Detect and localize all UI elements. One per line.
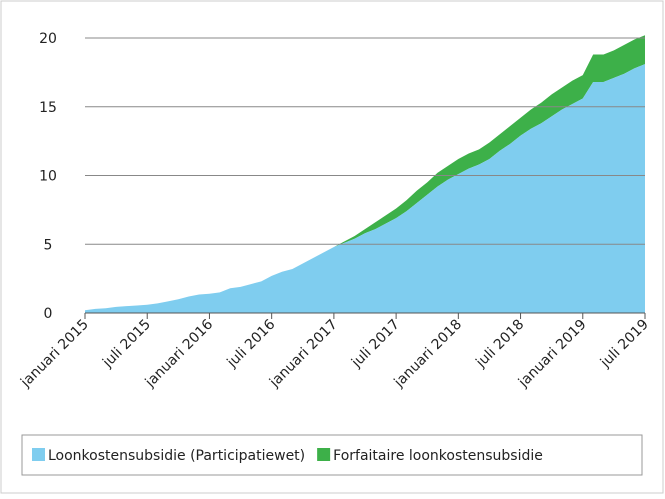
legend-label: Loonkostensubsidie (Participatiewet) — [48, 448, 305, 464]
legend-swatch — [32, 448, 45, 461]
y-tick-label: 0 — [44, 306, 53, 322]
legend-label: Forfaitaire loonkostensubsidie — [333, 448, 543, 464]
y-tick-label: 10 — [39, 169, 57, 185]
area — [85, 64, 645, 313]
y-tick-label: 20 — [39, 31, 57, 47]
legend-box — [21, 434, 643, 476]
legend-swatch — [317, 448, 331, 461]
y-tick-label: 5 — [44, 237, 53, 253]
y-tick-label: 15 — [39, 100, 57, 116]
area — [85, 35, 645, 311]
